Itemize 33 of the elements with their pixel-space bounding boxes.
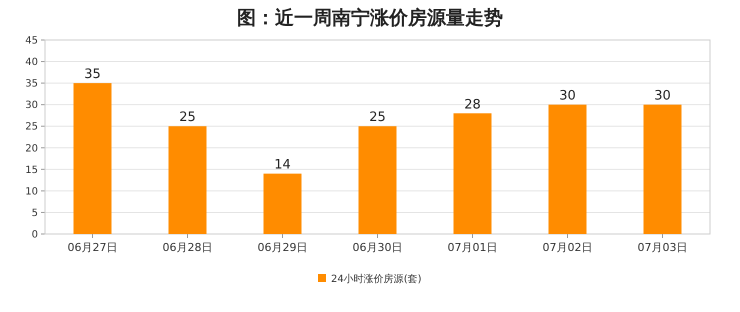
y-tick-label: 20 (25, 143, 38, 154)
x-tick-label: 06月29日 (258, 241, 308, 254)
y-tick-label: 35 (25, 78, 38, 90)
x-tick-label: 07月02日 (542, 241, 592, 254)
y-tick-label: 45 (25, 36, 38, 46)
data-label: 25 (369, 110, 386, 126)
data-label: 28 (464, 97, 481, 112)
bar (454, 113, 492, 234)
x-tick-label: 06月28日 (162, 241, 212, 254)
data-label: 25 (179, 110, 196, 126)
x-tick-label: 07月03日 (638, 241, 688, 254)
bar (74, 83, 112, 234)
y-tick-label: 5 (32, 208, 38, 219)
data-label: 30 (654, 88, 671, 104)
y-tick-label: 15 (25, 164, 38, 176)
data-label: 35 (84, 67, 101, 82)
y-tick-label: 0 (32, 230, 38, 240)
bar (168, 126, 206, 234)
x-tick-label: 06月27日 (68, 241, 118, 254)
x-tick-label: 07月01日 (448, 241, 498, 254)
bar (548, 104, 586, 234)
legend-label: 24小时涨价房源(套) (331, 273, 422, 285)
y-tick-label: 40 (25, 57, 38, 68)
chart-title: 图：近一周南宁涨价房源量走势 (237, 7, 503, 29)
data-label: 30 (559, 88, 576, 104)
y-tick-label: 25 (25, 122, 38, 133)
y-tick-label: 10 (25, 186, 38, 198)
bar (358, 126, 396, 234)
data-label: 14 (274, 158, 291, 173)
bar (644, 104, 682, 234)
y-tick-label: 30 (25, 100, 38, 112)
bar (264, 174, 302, 234)
x-tick-label: 06月30日 (352, 241, 402, 254)
